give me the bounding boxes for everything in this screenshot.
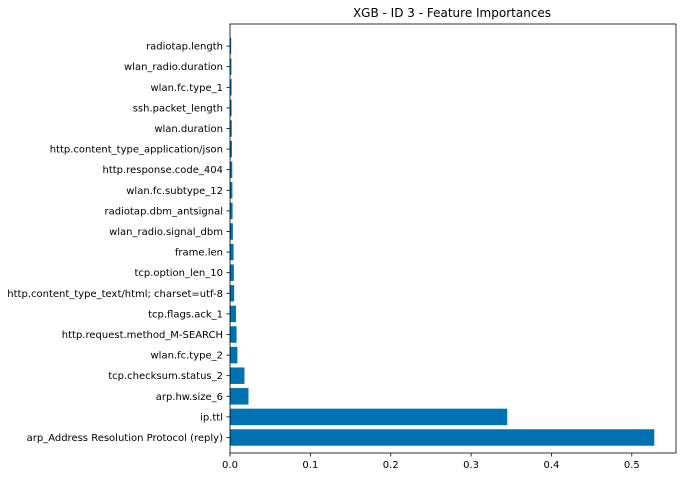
bar-5 <box>230 140 232 158</box>
bars-group <box>230 37 655 446</box>
y-tick-label-0: radiotap.length <box>146 42 223 53</box>
y-tick-label-13: tcp.flags.ack_1 <box>148 309 223 320</box>
y-tick-labels: radiotap.length wlan_radio.duration wlan.f… <box>7 42 230 444</box>
y-tick-label-17: arp.hw.size_6 <box>156 392 223 403</box>
x-tick-label-4: 0.4 <box>543 460 559 471</box>
y-tick-label-2: wlan.fc.type_1 <box>151 83 224 94</box>
y-tick-label-7: wlan.fc.subtype_12 <box>126 186 223 197</box>
bar-16 <box>230 367 245 384</box>
chart-title: XGB - ID 3 - Feature Importances <box>353 6 551 20</box>
y-tick-label-19: arp_Address Resolution Protocol (reply) <box>27 433 223 444</box>
y-tick-label-4: wlan.duration <box>154 124 223 135</box>
x-tick-label-3: 0.3 <box>463 460 479 471</box>
y-tick-label-5: http.content_type_application/json <box>50 145 223 156</box>
y-tick-label-16: tcp.checksum.status_2 <box>108 371 223 382</box>
y-tick-label-6: http.response.code_404 <box>102 165 223 176</box>
bar-14 <box>230 326 237 343</box>
bar-17 <box>230 388 249 405</box>
bar-3 <box>230 99 232 117</box>
bar-18 <box>230 408 508 426</box>
y-tick-label-3: ssh.packet_length <box>133 103 223 114</box>
bar-6 <box>230 161 233 178</box>
x-axis-ticks: 0.0 0.1 0.2 0.3 0.4 0.5 <box>222 453 640 471</box>
bar-9 <box>230 223 233 240</box>
y-tick-label-8: radiotap.dbm_antsignal <box>105 206 223 217</box>
bar-11 <box>230 264 234 281</box>
y-tick-label-14: http.request.method_M-SEARCH <box>62 330 223 341</box>
bar-10 <box>230 243 234 261</box>
bar-2 <box>230 79 232 96</box>
y-tick-label-18: ip.ttl <box>200 412 223 423</box>
bar-1 <box>230 58 232 75</box>
bar-13 <box>230 305 237 323</box>
y-tick-label-15: wlan.fc.type_2 <box>151 351 224 362</box>
y-tick-label-1: wlan_radio.duration <box>124 62 223 73</box>
bar-15 <box>230 346 238 364</box>
y-tick-label-11: tcp.option_len_10 <box>134 268 223 279</box>
x-tick-label-0: 0.0 <box>222 460 238 471</box>
bar-4 <box>230 120 232 137</box>
bar-8 <box>230 202 233 220</box>
y-tick-label-12: http.content_type_text/html; charset=utf… <box>7 289 223 300</box>
bar-19 <box>230 429 655 446</box>
plot-frame <box>229 23 677 454</box>
y-tick-label-10: frame.len <box>175 248 223 259</box>
bar-12 <box>230 285 235 302</box>
x-tick-label-1: 0.1 <box>302 460 318 471</box>
x-tick-label-5: 0.5 <box>624 460 640 471</box>
bar-7 <box>230 182 233 199</box>
bar-0 <box>230 37 232 55</box>
y-tick-label-9: wlan_radio.signal_dbm <box>109 227 223 238</box>
x-tick-label-2: 0.2 <box>383 460 399 471</box>
